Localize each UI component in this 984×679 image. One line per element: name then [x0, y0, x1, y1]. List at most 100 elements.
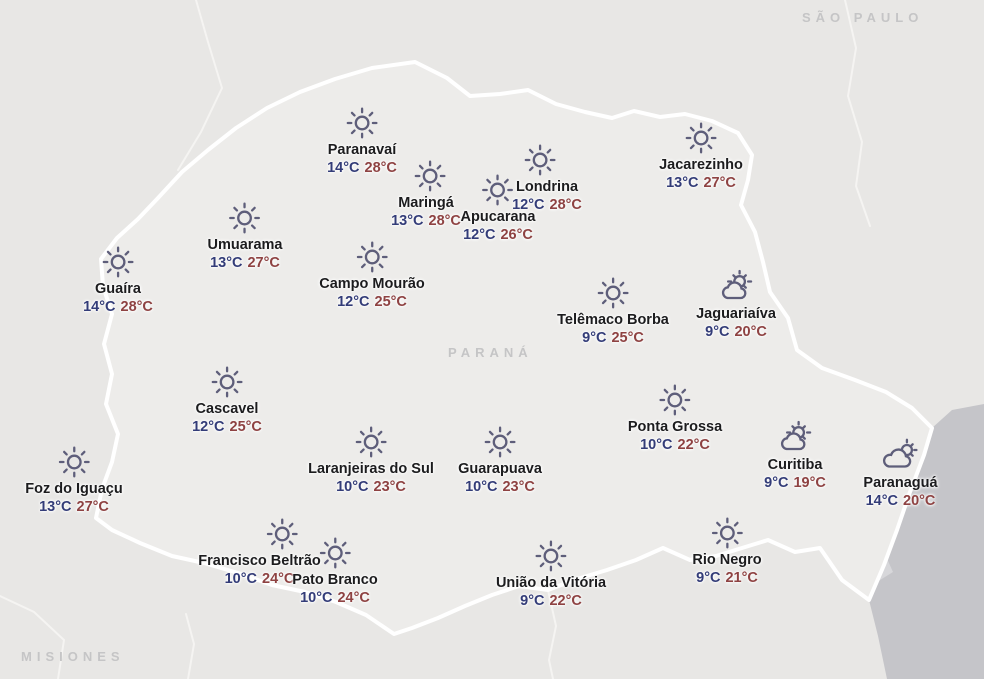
city-marker: Francisco Beltrão 10°C 24°C	[198, 518, 321, 588]
city-name: Guaíra	[95, 281, 141, 297]
city-temperatures: 10°C 23°C	[336, 478, 406, 496]
min-temperature: 10°C	[224, 571, 257, 587]
city-marker: Maringá 13°C 28°C	[391, 160, 461, 230]
city-label-block: Apucarana 12°C 26°C	[461, 209, 536, 244]
sun-icon	[209, 364, 245, 400]
city-marker: Curitiba 9°C 19°C	[764, 420, 826, 492]
sun-icon	[264, 516, 300, 552]
city-temperatures: 13°C 27°C	[210, 254, 280, 272]
city-name: Ponta Grossa	[627, 419, 723, 435]
max-temperature: 24°C	[337, 590, 370, 606]
max-temperature: 25°C	[374, 294, 407, 310]
parana-state-outline	[94, 60, 934, 636]
max-temperature: 19°C	[793, 475, 826, 491]
city-label-block: Cascavel 12°C 25°C	[192, 401, 262, 436]
city-marker: Pato Branco 10°C 24°C	[292, 537, 378, 607]
city-temperatures: 12°C 25°C	[192, 418, 262, 436]
min-temperature: 12°C	[512, 197, 545, 213]
city-label-block: Paranavaí 14°C 28°C	[327, 142, 397, 177]
city-label-block: Guarapuava 10°C 23°C	[458, 461, 542, 496]
min-temperature: 12°C	[337, 294, 370, 310]
sun-icon	[482, 424, 518, 460]
max-temperature: 28°C	[120, 299, 153, 315]
city-label-block: Curitiba 9°C 19°C	[764, 457, 826, 492]
city-marker: Laranjeiras do Sul 10°C 23°C	[308, 426, 434, 496]
city-label-block: Foz do Iguaçu 13°C 27°C	[25, 481, 122, 516]
city-temperatures: 9°C 25°C	[582, 329, 644, 347]
min-temperature: 10°C	[465, 479, 498, 495]
min-temperature: 10°C	[300, 590, 333, 606]
sun-icon	[595, 275, 631, 311]
min-temperature: 9°C	[696, 570, 721, 586]
city-name: Rio Negro	[692, 552, 762, 568]
sun-cloud-icon	[718, 269, 754, 305]
city-temperatures: 10°C 24°C	[300, 589, 370, 607]
city-marker: Paranavaí 14°C 28°C	[327, 107, 397, 177]
city-name: Umuarama	[207, 237, 283, 253]
city-label-block: Londrina 12°C 28°C	[512, 179, 582, 214]
max-temperature: 28°C	[364, 160, 397, 176]
max-temperature: 27°C	[703, 175, 736, 191]
city-marker: Foz do Iguaçu 13°C 27°C	[25, 446, 123, 516]
city-name: Guarapuava	[458, 461, 542, 477]
city-label-block: Guaíra 14°C 28°C	[83, 281, 153, 316]
city-name: Foz do Iguaçu	[25, 481, 123, 497]
sun-icon	[412, 158, 448, 194]
sun-icon	[227, 200, 263, 236]
region-label-misiones: MISIONES	[21, 649, 125, 664]
city-label-block: Rio Negro 9°C 21°C	[692, 552, 761, 587]
city-marker: Ponta Grossa 10°C 22°C	[627, 384, 723, 454]
city-temperatures: 14°C 20°C	[866, 492, 936, 510]
min-temperature: 10°C	[640, 437, 673, 453]
city-temperatures: 12°C 28°C	[512, 196, 582, 214]
city-name: Cascavel	[195, 401, 259, 417]
min-temperature: 14°C	[83, 299, 116, 315]
min-temperature: 12°C	[192, 419, 225, 435]
city-marker: Guaíra 14°C 28°C	[83, 246, 153, 316]
city-temperatures: 12°C 25°C	[337, 293, 407, 311]
city-label-block: Jacarezinho 13°C 27°C	[659, 157, 743, 192]
max-temperature: 25°C	[229, 419, 262, 435]
city-name: União da Vitória	[495, 575, 607, 591]
sun-icon	[56, 444, 92, 480]
city-name: Francisco Beltrão	[198, 553, 321, 569]
max-temperature: 22°C	[549, 593, 582, 609]
min-temperature: 9°C	[582, 330, 607, 346]
city-name: Jaguariaíva	[696, 306, 776, 322]
ocean	[869, 404, 984, 679]
city-marker: União da Vitória 9°C 22°C	[495, 540, 607, 610]
min-temperature: 9°C	[764, 475, 789, 491]
city-label-block: Paranaguá 14°C 20°C	[863, 475, 937, 510]
city-label-block: Telêmaco Borba 9°C 25°C	[557, 312, 669, 347]
city-temperatures: 9°C 22°C	[520, 592, 582, 610]
min-temperature: 9°C	[520, 593, 545, 609]
min-temperature: 13°C	[210, 255, 243, 271]
sun-icon	[657, 382, 693, 418]
city-label-block: Maringá 13°C 28°C	[391, 195, 461, 230]
max-temperature: 23°C	[502, 479, 535, 495]
sun-icon	[317, 535, 353, 571]
min-temperature: 13°C	[391, 213, 424, 229]
max-temperature: 27°C	[76, 499, 109, 515]
min-temperature: 13°C	[39, 499, 72, 515]
city-temperatures: 12°C 26°C	[463, 226, 533, 244]
city-temperatures: 10°C 24°C	[225, 570, 295, 588]
max-temperature: 20°C	[903, 493, 936, 509]
city-temperatures: 10°C 23°C	[465, 478, 535, 496]
city-marker: Umuarama 13°C 27°C	[207, 202, 283, 272]
min-temperature: 14°C	[327, 160, 360, 176]
min-temperature: 14°C	[865, 493, 898, 509]
city-name: Telêmaco Borba	[557, 312, 669, 328]
city-marker: Cascavel 12°C 25°C	[192, 366, 262, 436]
sun-icon	[522, 142, 558, 178]
city-temperatures: 10°C 22°C	[640, 436, 710, 454]
city-temperatures: 9°C 20°C	[705, 323, 767, 341]
city-marker: Campo Mourão 12°C 25°C	[319, 241, 425, 311]
city-name: Laranjeiras do Sul	[308, 461, 434, 477]
city-temperatures: 14°C 28°C	[83, 298, 153, 316]
city-marker: Jaguariaíva 9°C 20°C	[696, 269, 776, 341]
sun-icon	[683, 120, 719, 156]
city-name: Jacarezinho	[659, 157, 743, 173]
